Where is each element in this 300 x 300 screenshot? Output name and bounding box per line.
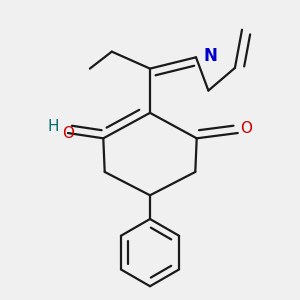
Text: O: O <box>241 121 253 136</box>
Text: N: N <box>204 47 218 65</box>
Text: H: H <box>48 119 59 134</box>
Text: O: O <box>63 125 75 140</box>
